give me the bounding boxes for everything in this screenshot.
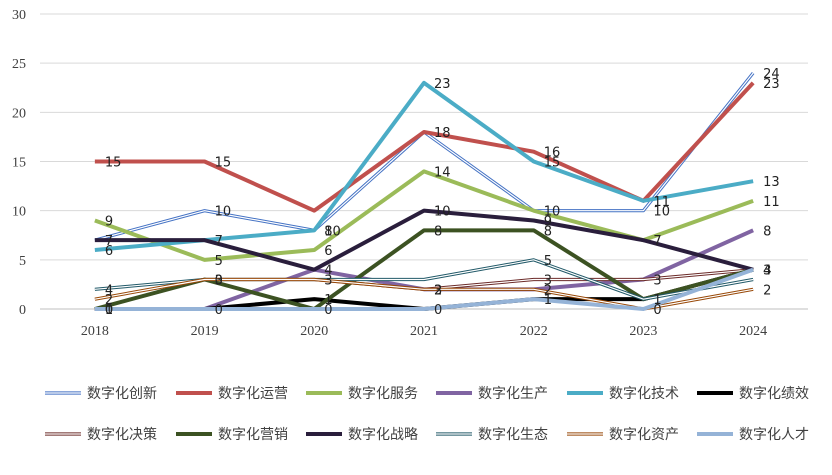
- data-label: 7: [105, 234, 113, 249]
- data-label: 3: [324, 274, 332, 289]
- data-label: 6: [324, 244, 332, 259]
- legend-label: 数字化人才: [739, 427, 809, 443]
- data-label: 1: [653, 293, 661, 308]
- series-line: [95, 83, 753, 250]
- x-tick-label: 2023: [629, 324, 657, 339]
- data-label: 11: [653, 195, 670, 210]
- x-tick-label: 2024: [739, 324, 767, 339]
- legend-label: 数字化生态: [478, 427, 548, 443]
- data-label: 3: [653, 274, 661, 289]
- data-label: 0: [215, 274, 223, 289]
- legend-label: 数字化生产: [478, 386, 548, 402]
- legend-label: 数字化创新: [87, 386, 157, 402]
- x-tick-label: 2020: [300, 324, 328, 339]
- legend-item: 数字化服务: [306, 386, 418, 402]
- data-label: 2: [434, 283, 442, 298]
- data-label: 10: [434, 205, 451, 220]
- data-label: 5: [215, 254, 223, 269]
- legend-label: 数字化绩效: [739, 386, 809, 402]
- series-line-path: [95, 83, 753, 250]
- data-label: 13: [763, 175, 780, 190]
- legend-item: 数字化人才: [697, 427, 809, 443]
- legend-item: 数字化运营: [176, 386, 288, 402]
- legend-item: 数字化决策: [45, 426, 157, 443]
- legend-label: 数字化服务: [348, 386, 418, 402]
- data-label: 15: [105, 156, 122, 171]
- legend-label: 数字化营销: [218, 427, 288, 443]
- data-label: 15: [215, 156, 232, 171]
- data-label: 8: [434, 224, 442, 239]
- y-tick-label: 15: [12, 156, 26, 171]
- data-label: 23: [434, 77, 451, 92]
- series-line-path: [95, 83, 753, 211]
- y-axis-ticks: 0 5 10 15 20 25 30: [12, 8, 26, 318]
- data-label: 8: [763, 224, 771, 239]
- legend-item: 数字化技术: [567, 386, 679, 402]
- data-label: 9: [105, 215, 113, 230]
- legend-label: 数字化技术: [609, 386, 679, 402]
- legend-item: 数字化生产: [436, 386, 548, 402]
- data-label: 0: [215, 303, 223, 318]
- y-tick-label: 20: [12, 106, 26, 121]
- data-label: 0: [434, 303, 442, 318]
- legend-label: 数字化决策: [87, 426, 157, 443]
- y-tick-label: 0: [19, 303, 26, 318]
- data-label: 2: [763, 283, 771, 298]
- data-label: 24: [763, 67, 780, 82]
- series-line: [95, 83, 753, 211]
- legend-item: 数字化营销: [176, 427, 288, 443]
- data-label: 5: [544, 254, 552, 269]
- data-label: 0: [324, 303, 332, 318]
- x-axis-ticks: 2018 2019 2020 2021 2022 2023 2024: [81, 324, 767, 339]
- data-label: 10: [215, 205, 232, 220]
- data-label: 7: [215, 234, 223, 249]
- legend-item: 数字化生态: [436, 427, 548, 443]
- x-tick-label: 2019: [191, 324, 219, 339]
- legend-item: 数字化创新: [45, 386, 157, 402]
- data-label: 11: [763, 195, 780, 210]
- data-label: 8: [544, 224, 552, 239]
- legend-label: 数字化运营: [218, 386, 288, 402]
- legend-item: 数字化资产: [567, 427, 679, 443]
- x-tick-label: 2022: [520, 324, 548, 339]
- y-tick-label: 30: [12, 8, 26, 23]
- x-tick-label: 2021: [410, 324, 438, 339]
- data-label: 15: [544, 156, 561, 171]
- data-label: 1: [544, 293, 552, 308]
- data-label: 0: [105, 303, 113, 318]
- y-tick-label: 25: [12, 57, 26, 72]
- y-tick-label: 5: [19, 254, 26, 269]
- data-label: 18: [434, 126, 451, 141]
- legend-label: 数字化战略: [348, 427, 418, 443]
- legend-item: 数字化绩效: [697, 386, 809, 402]
- data-label: 8: [324, 224, 332, 239]
- legend-label: 数字化资产: [609, 427, 679, 443]
- x-tick-label: 2018: [81, 324, 109, 339]
- data-label: 7: [653, 234, 661, 249]
- data-label: 4: [763, 264, 771, 279]
- y-tick-label: 10: [12, 205, 26, 220]
- line-chart: 051015202530 2018 2019 2020 2021 2022 2023 202…: [0, 0, 832, 475]
- data-label: 14: [434, 165, 451, 180]
- legend-item: 数字化战略: [306, 427, 418, 443]
